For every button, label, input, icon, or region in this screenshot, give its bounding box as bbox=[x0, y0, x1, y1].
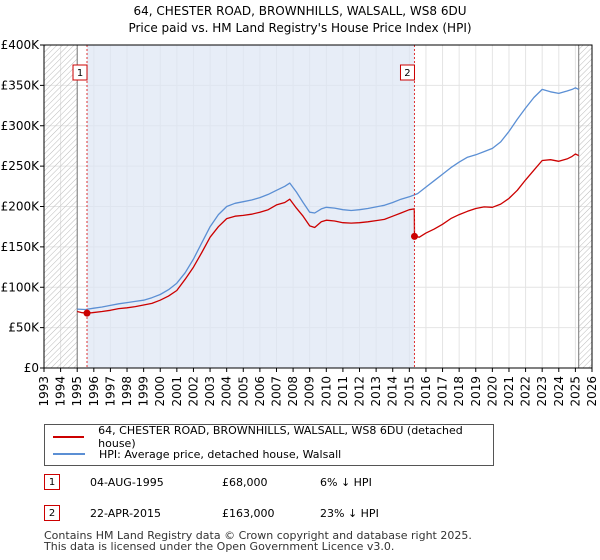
hatch-region bbox=[44, 45, 78, 368]
hatch-region bbox=[578, 45, 592, 368]
x-tick-label: 2016 bbox=[419, 376, 433, 407]
x-tick-label: 2022 bbox=[519, 376, 533, 407]
sale-number-badge: 2 bbox=[44, 505, 60, 521]
legend-swatch-hpi bbox=[53, 453, 85, 455]
sale-price: £68,000 bbox=[222, 475, 268, 489]
sale-date: 04-AUG-1995 bbox=[90, 475, 164, 489]
x-tick-label: 2026 bbox=[585, 376, 599, 407]
legend-item-property: 64, CHESTER ROAD, BROWNHILLS, WALSALL, W… bbox=[53, 424, 493, 450]
y-tick-label: £200K bbox=[1, 200, 41, 214]
chart-subtitle: Price paid vs. HM Land Registry's House … bbox=[128, 21, 471, 35]
legend-swatch-property bbox=[53, 436, 85, 438]
x-tick-label: 2003 bbox=[203, 376, 217, 407]
x-tick-label: 2017 bbox=[436, 376, 450, 407]
y-tick-label: £0 bbox=[24, 361, 39, 375]
property-series-line bbox=[77, 153, 579, 314]
legend-item-hpi: HPI: Average price, detached house, Wals… bbox=[53, 446, 341, 462]
x-tick-label: 2023 bbox=[535, 376, 549, 407]
sale-row-2: 2 22-APR-2015 £163,000 23% ↓ HPI bbox=[44, 503, 379, 523]
y-tick-label: £300K bbox=[1, 119, 41, 133]
sale-marker-label: 1 bbox=[77, 68, 83, 79]
y-tick-label: £350K bbox=[1, 78, 41, 92]
x-tick-label: 1999 bbox=[137, 376, 151, 407]
x-tick-label: 2020 bbox=[485, 376, 499, 407]
sale-marker-label: 2 bbox=[404, 68, 410, 79]
sale-date: 22-APR-2015 bbox=[90, 506, 162, 520]
sale-point bbox=[83, 309, 91, 317]
legend-label-hpi: HPI: Average price, detached house, Wals… bbox=[99, 447, 342, 461]
sale-number-badge: 1 bbox=[44, 474, 60, 490]
footer-copyright: Contains HM Land Registry data © Crown c… bbox=[44, 529, 472, 542]
x-tick-label: 2014 bbox=[386, 376, 400, 407]
legend: 64, CHESTER ROAD, BROWNHILLS, WALSALL, W… bbox=[44, 424, 494, 466]
sale-hpi-diff: 6% ↓ HPI bbox=[320, 475, 372, 489]
x-tick-label: 2024 bbox=[552, 376, 566, 407]
x-tick-label: 1994 bbox=[54, 376, 68, 407]
x-tick-label: 2004 bbox=[220, 376, 234, 407]
footer: Contains HM Land Registry data © Crown c… bbox=[44, 530, 472, 552]
x-tick-label: 2006 bbox=[253, 376, 267, 407]
x-tick-label: 2018 bbox=[452, 376, 466, 407]
y-tick-label: £100K bbox=[1, 280, 41, 294]
x-tick-label: 2019 bbox=[469, 376, 483, 407]
x-tick-label: 2001 bbox=[170, 376, 184, 407]
x-tick-label: 2000 bbox=[153, 376, 167, 407]
chart-title: 64, CHESTER ROAD, BROWNHILLS, WALSALL, W… bbox=[134, 4, 467, 18]
sale-row-1: 1 04-AUG-1995 £68,000 6% ↓ HPI bbox=[44, 472, 372, 492]
shaded-ownership-region bbox=[87, 45, 415, 368]
y-tick-label: £150K bbox=[1, 240, 41, 254]
x-tick-label: 2015 bbox=[402, 376, 416, 407]
hpi-series-line bbox=[77, 87, 579, 311]
x-tick-label: 2013 bbox=[369, 376, 383, 407]
footer-license: This data is licensed under the Open Gov… bbox=[44, 540, 395, 553]
x-tick-label: 2002 bbox=[186, 376, 200, 407]
chart: 64, CHESTER ROAD, BROWNHILLS, WALSALL, W… bbox=[1, 4, 599, 407]
y-tick-label: £400K bbox=[1, 38, 41, 52]
sale-marker-badge bbox=[72, 64, 88, 81]
x-tick-label: 2021 bbox=[502, 376, 516, 407]
x-tick-label: 2008 bbox=[286, 376, 300, 407]
x-tick-label: 2005 bbox=[236, 376, 250, 407]
x-tick-label: 1996 bbox=[87, 376, 101, 407]
x-tick-label: 1993 bbox=[37, 376, 51, 407]
sale-price: £163,000 bbox=[222, 506, 275, 520]
x-tick-label: 2025 bbox=[568, 376, 582, 407]
legend-label-property: 64, CHESTER ROAD, BROWNHILLS, WALSALL, W… bbox=[98, 424, 463, 450]
y-tick-label: £50K bbox=[8, 321, 40, 335]
y-tick-label: £250K bbox=[1, 159, 41, 173]
x-tick-label: 2012 bbox=[353, 376, 367, 407]
x-tick-label: 1995 bbox=[70, 376, 84, 407]
x-tick-label: 1997 bbox=[103, 376, 117, 407]
x-tick-label: 2007 bbox=[269, 376, 283, 407]
sale-marker-badge bbox=[399, 64, 415, 81]
x-tick-label: 2009 bbox=[303, 376, 317, 407]
sale-point bbox=[410, 232, 418, 240]
sale-hpi-diff: 23% ↓ HPI bbox=[320, 506, 379, 520]
x-tick-label: 2011 bbox=[336, 376, 350, 407]
x-tick-label: 1998 bbox=[120, 376, 134, 407]
x-tick-label: 2010 bbox=[319, 376, 333, 407]
